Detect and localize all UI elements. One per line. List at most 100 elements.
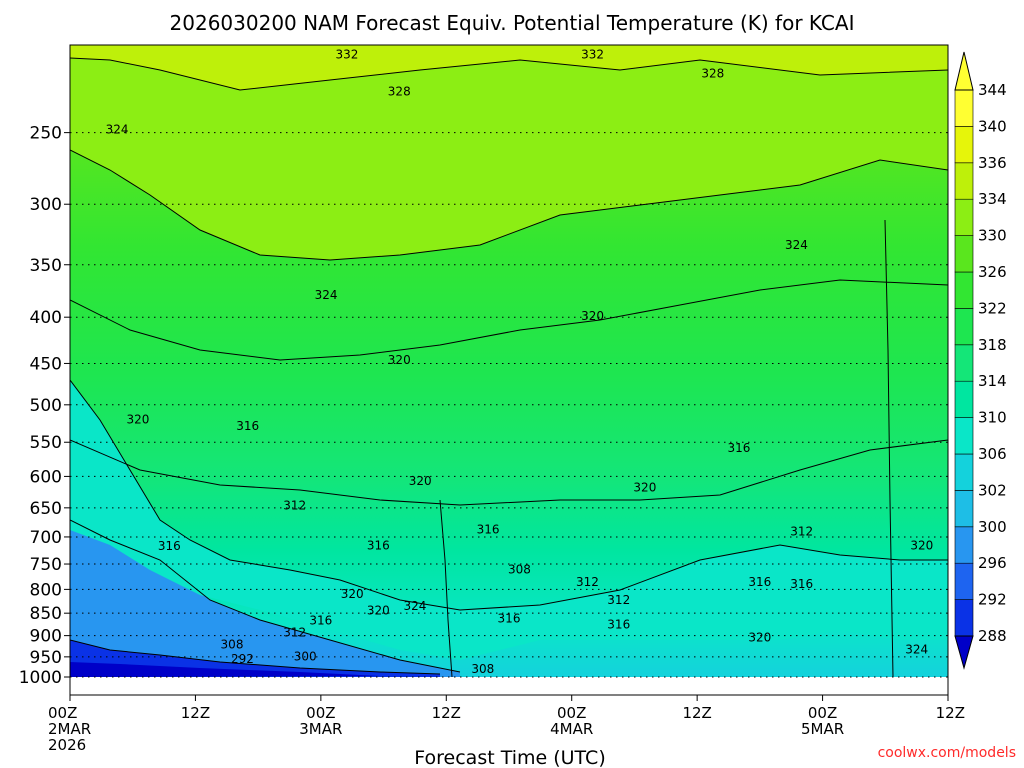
contour-label: 316	[158, 539, 181, 553]
contour-line	[70, 379, 948, 611]
colorbar-swatch	[954, 198, 974, 236]
y-tick-label: 900	[30, 627, 62, 647]
contour-label: 308	[508, 563, 531, 577]
contour-label: 332	[581, 48, 604, 62]
y-tick-label: 450	[30, 354, 62, 374]
colorbar-swatch	[954, 526, 974, 564]
contour-label: 324	[785, 238, 808, 252]
contour-label: 320	[367, 603, 390, 617]
y-tick-label: 600	[30, 467, 62, 487]
contour-label: 328	[701, 66, 724, 80]
colorbar-label: 318	[978, 336, 1007, 354]
colorbar-swatch	[954, 562, 974, 600]
colorbar-swatch	[954, 162, 974, 200]
colorbar-label: 314	[978, 372, 1007, 390]
y-tick-label: 950	[30, 648, 62, 668]
contour-label: 324	[106, 122, 129, 136]
colorbar-label: 340	[978, 117, 1007, 135]
chart-title: 2026030200 NAM Forecast Equiv. Potential…	[170, 11, 855, 35]
contour-label: 312	[283, 626, 306, 640]
x-tick-label: 5MAR	[801, 720, 844, 738]
colorbar-swatch	[954, 271, 974, 309]
high-theta-e-band	[70, 45, 948, 260]
colorbar-top-arrow	[954, 51, 974, 91]
colorbar-label: 310	[978, 409, 1007, 427]
ground-surface	[70, 677, 948, 695]
contour-label: 308	[221, 637, 244, 651]
contour-label: 320	[910, 538, 933, 552]
y-tick-label: 850	[30, 604, 62, 624]
colorbar-label: 288	[978, 627, 1007, 645]
contour-line	[70, 439, 948, 506]
contour-label: 324	[315, 288, 338, 302]
contour-label: 320	[633, 480, 656, 494]
contour-label: 328	[388, 84, 411, 98]
x-tick-label: 00Z	[808, 704, 837, 722]
surface-cold-core	[70, 662, 380, 677]
x-tick-label: 2026	[48, 736, 86, 754]
colorbar-label: 344	[978, 81, 1007, 99]
colorbar-bottom-arrow	[954, 635, 974, 670]
y-tick-label: 550	[30, 433, 62, 453]
colorbar-swatch	[954, 344, 974, 382]
plot-frame	[69, 44, 949, 696]
contour-label: 316	[607, 618, 630, 632]
x-tick-label: 3MAR	[299, 720, 342, 738]
x-tick-label: 2MAR	[48, 720, 91, 738]
y-tick-label: 1000	[19, 668, 62, 688]
colorbar-swatch	[954, 126, 974, 164]
colorbar-label: 326	[978, 263, 1007, 281]
contour-label: 324	[905, 642, 928, 656]
contour-label: 300	[294, 649, 317, 663]
contour-label: 316	[477, 523, 500, 537]
contour-label: 308	[471, 662, 494, 676]
contour-label: 320	[126, 412, 149, 426]
colorbar-label: 306	[978, 445, 1007, 463]
x-axis-title: Forecast Time (UTC)	[414, 747, 605, 768]
contour-label: 316	[309, 614, 332, 628]
y-tick-label: 250	[30, 124, 62, 144]
plot-area	[70, 45, 948, 695]
colorbar-swatch	[954, 308, 974, 346]
y-tick-label: 750	[30, 555, 62, 575]
contour-label: 312	[607, 593, 630, 607]
x-tick-label: 00Z	[557, 704, 586, 722]
contour-label: 292	[231, 652, 254, 666]
contour-label: 316	[367, 538, 390, 552]
x-tick-label: 12Z	[432, 704, 461, 722]
contour-label: 312	[283, 498, 306, 512]
contour-label: 332	[336, 48, 359, 62]
x-tick-label: 00Z	[48, 704, 77, 722]
credit-text: coolwx.com/models	[878, 745, 1016, 761]
x-tick-label: 4MAR	[550, 720, 593, 738]
moist-layer-band	[70, 380, 948, 660]
contour-label: 312	[790, 524, 813, 538]
contour-labels: 332 332 328 328 324 324 324 320 320 320 316 316 320 3…	[106, 48, 934, 676]
colorbar-swatch	[954, 235, 974, 273]
contour-label: 316	[790, 577, 813, 591]
colorbar-label: 336	[978, 154, 1007, 172]
y-tick-label: 500	[30, 396, 62, 416]
contour-label: 320	[581, 309, 604, 323]
colorbar-label: 300	[978, 518, 1007, 536]
y-tick-label: 650	[30, 499, 62, 519]
contour-label: 320	[748, 630, 771, 644]
x-tick-label: 00Z	[306, 704, 335, 722]
colorbar-label: 322	[978, 299, 1007, 317]
colorbar-swatch	[954, 490, 974, 528]
colorbar: 288 292 296 300 302 306 310 314 318 322 326 330 334 3…	[954, 51, 1007, 670]
contour-label: 316	[727, 441, 750, 455]
colorbar-swatch	[954, 599, 974, 637]
y-tick-label: 300	[30, 195, 62, 215]
low-level-cool-band	[70, 520, 460, 677]
contour-label: 320	[409, 474, 432, 488]
contour-label: 316	[498, 612, 521, 626]
grid	[70, 132, 948, 678]
colorbar-label: 302	[978, 481, 1007, 499]
contour-label: 324	[403, 599, 426, 613]
contour-line	[70, 279, 948, 361]
contour-label: 316	[748, 575, 771, 589]
contour-label: 316	[236, 419, 259, 433]
